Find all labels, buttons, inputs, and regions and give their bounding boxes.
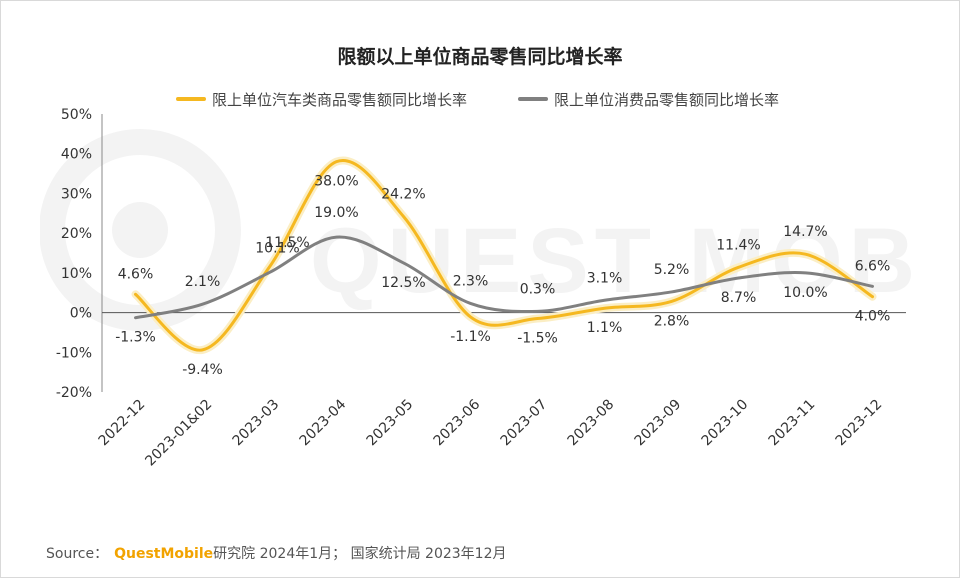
auto-data-label: -1.1% — [450, 329, 491, 345]
x-tick-label: 2023-04 — [297, 396, 350, 449]
source-brand: QuestMobile — [114, 546, 214, 562]
auto-data-label: 11.4% — [716, 237, 760, 253]
source-note: Source： QuestMobile研究院 2024年1月； 国家统计局 202… — [46, 543, 507, 563]
y-tick-label: 0% — [70, 306, 92, 322]
consumer-data-label: 19.0% — [314, 205, 358, 221]
auto-data-label: 24.2% — [381, 186, 425, 202]
legend-swatch-consumer — [518, 97, 548, 101]
auto-data-label: 2.8% — [654, 313, 690, 329]
auto-data-label: 4.6% — [118, 266, 154, 282]
x-tick-label: 2023-08 — [565, 397, 618, 450]
x-tick-label: 2023-12 — [833, 397, 886, 450]
y-tick-label: -10% — [56, 345, 92, 361]
x-tick-label: 2023-03 — [230, 397, 283, 450]
x-tick-label: 2023-11 — [766, 397, 819, 450]
auto-data-label: 38.0% — [314, 174, 358, 190]
x-tick-label: 2023-01&02 — [142, 397, 215, 470]
consumer-data-label: 10.1% — [255, 240, 299, 256]
x-tick-label: 2023-07 — [498, 397, 551, 450]
legend-label-consumer: 限上单位消费品零售额同比增长率 — [554, 90, 780, 109]
x-tick-label: 2023-06 — [431, 396, 484, 449]
consumer-data-label: 8.7% — [721, 290, 757, 306]
y-tick-label: 10% — [61, 266, 92, 282]
consumer-data-label: 0.3% — [520, 281, 556, 297]
legend-item-consumer: 限上单位消费品零售额同比增长率 — [518, 89, 779, 109]
consumer-data-label: 10.0% — [783, 285, 827, 301]
y-tick-label: 40% — [61, 147, 92, 163]
consumer-data-label: 12.5% — [381, 275, 425, 291]
legend-label-auto: 限上单位汽车类商品零售额同比增长率 — [212, 90, 468, 109]
y-tick-label: -20% — [56, 385, 92, 401]
legend-swatch-auto — [176, 97, 206, 101]
series-consumer-line — [134, 235, 874, 320]
consumer-data-label: 6.6% — [855, 258, 891, 274]
consumer-data-label: -1.3% — [115, 330, 156, 346]
auto-data-label: -9.4% — [182, 362, 223, 378]
consumer-data-label: 2.1% — [185, 274, 221, 290]
watermark-logo-dot — [112, 202, 168, 258]
x-tick-label: 2022-12 — [96, 397, 149, 450]
auto-data-label: 4.0% — [855, 309, 891, 325]
source-text: 研究院 2024年1月； 国家统计局 2023年12月 — [213, 546, 507, 562]
x-tick-label: 2023-10 — [699, 397, 752, 450]
watermark-text: QUEST MOBILE — [310, 210, 920, 312]
auto-data-label: 14.7% — [783, 224, 827, 240]
y-tick-label: 50% — [61, 107, 92, 123]
auto-data-label: -1.5% — [517, 331, 558, 347]
legend-item-auto: 限上单位汽车类商品零售额同比增长率 — [176, 89, 467, 109]
y-tick-label: 20% — [61, 226, 92, 242]
series-auto-glow — [131, 156, 877, 354]
auto-data-label: 11.5% — [265, 235, 309, 251]
source-prefix: Source： — [46, 546, 109, 562]
x-tick-label: 2023-05 — [364, 397, 417, 450]
consumer-data-label: 3.1% — [587, 270, 623, 286]
series-auto-line — [134, 158, 874, 352]
x-tick-label: 2023-09 — [632, 397, 685, 450]
auto-data-label: 1.1% — [587, 320, 623, 336]
consumer-data-label: 2.3% — [453, 273, 489, 289]
consumer-data-label: 5.2% — [654, 262, 690, 278]
y-tick-label: 30% — [61, 186, 92, 202]
chart-title: 限额以上单位商品零售同比增长率 — [337, 46, 623, 68]
